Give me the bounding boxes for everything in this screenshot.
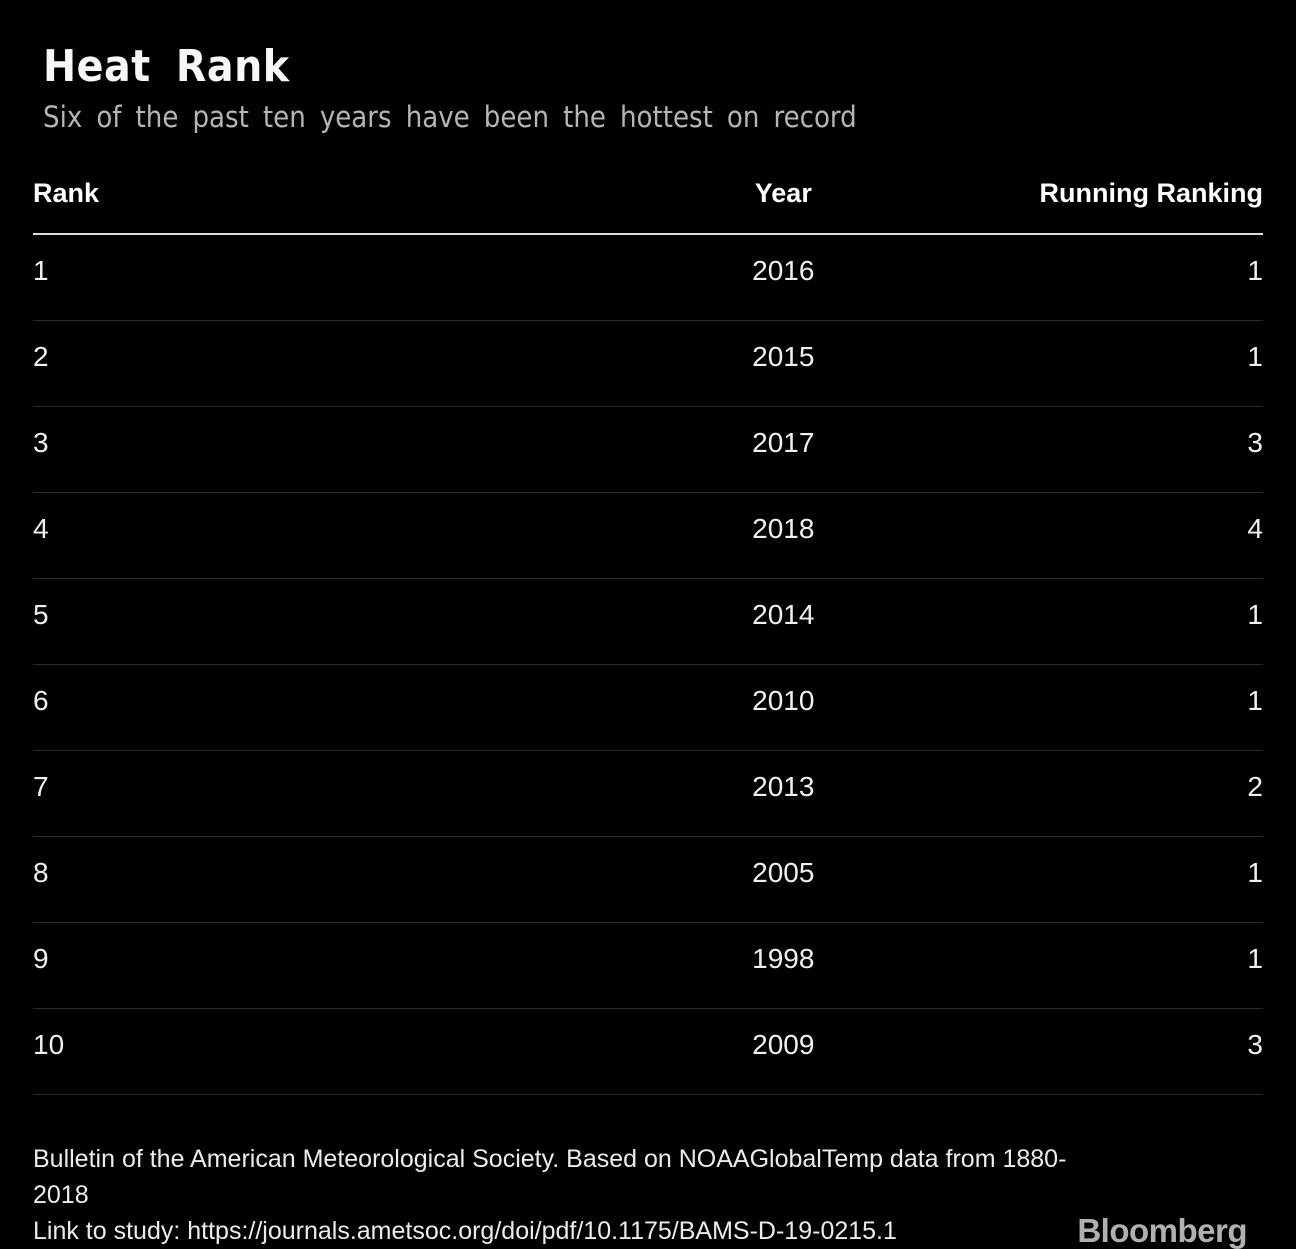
- running-ranking-cell: 3: [906, 406, 1263, 493]
- year-cell: 2013: [660, 750, 907, 837]
- running-ranking-cell: 4: [906, 492, 1263, 579]
- chart-footer: Bulletin of the American Meteorological …: [33, 1141, 1263, 1249]
- year-column-header: Year: [660, 163, 907, 235]
- table-row: 9 1998 1: [33, 922, 1263, 1009]
- chart-subtitle: Six of the past ten years have been the …: [43, 99, 857, 134]
- year-cell: 2009: [660, 1008, 907, 1095]
- chart-title: Heat Rank: [43, 41, 290, 92]
- rank-cell: 9: [33, 922, 661, 1009]
- footer-notes: Bulletin of the American Meteorological …: [33, 1141, 1077, 1249]
- running-ranking-cell: 1: [906, 922, 1263, 1009]
- table-row: 10 2009 3: [33, 1008, 1263, 1095]
- rank-cell: 3: [33, 406, 661, 493]
- year-cell: 2010: [660, 664, 907, 751]
- year-cell: 2015: [660, 320, 907, 407]
- rank-cell: 1: [33, 233, 661, 321]
- table-row: 2 2015 1: [33, 320, 1263, 407]
- table-row: 6 2010 1: [33, 664, 1263, 751]
- running-ranking-cell: 1: [906, 320, 1263, 407]
- rank-cell: 4: [33, 492, 661, 579]
- rank-cell: 7: [33, 750, 661, 837]
- year-cell: 2016: [660, 233, 907, 321]
- table-header-row: Rank Year Running Ranking: [33, 163, 1263, 235]
- running-ranking-cell: 1: [906, 233, 1263, 321]
- running-ranking-cell: 1: [906, 836, 1263, 923]
- table-row: 4 2018 4: [33, 492, 1263, 579]
- source-note: Bulletin of the American Meteorological …: [33, 1144, 1067, 1209]
- rank-cell: 5: [33, 578, 661, 665]
- heat-rank-table: Rank Year Running Ranking 1 2016 1 2 2015 1 3 2…: [33, 163, 1263, 1095]
- running-ranking-column-header: Running Ranking: [906, 163, 1263, 235]
- table-row: 5 2014 1: [33, 578, 1263, 665]
- running-ranking-cell: 2: [906, 750, 1263, 837]
- year-cell: 1998: [660, 922, 907, 1009]
- table-row: 8 2005 1: [33, 836, 1263, 923]
- table-row: 7 2013 2: [33, 750, 1263, 837]
- bloomberg-logo: Bloomberg: [1077, 1211, 1247, 1249]
- running-ranking-cell: 1: [906, 664, 1263, 751]
- year-cell: 2018: [660, 492, 907, 579]
- running-ranking-cell: 3: [906, 1008, 1263, 1095]
- rank-cell: 10: [33, 1008, 661, 1095]
- study-link-note: Link to study: https://journals.ametsoc.…: [33, 1216, 897, 1245]
- rank-cell: 8: [33, 836, 661, 923]
- table-row: 1 2016 1: [33, 233, 1263, 321]
- year-cell: 2005: [660, 836, 907, 923]
- rank-column-header: Rank: [33, 163, 661, 235]
- running-ranking-cell: 1: [906, 578, 1263, 665]
- rank-cell: 6: [33, 664, 661, 751]
- year-cell: 2017: [660, 406, 907, 493]
- year-cell: 2014: [660, 578, 907, 665]
- table-row: 3 2017 3: [33, 406, 1263, 493]
- table-body: 1 2016 1 2 2015 1 3 2017 3 4 2018 4 5 2014 1 6 2010 1 7 201…: [33, 233, 1263, 1095]
- rank-cell: 2: [33, 320, 661, 407]
